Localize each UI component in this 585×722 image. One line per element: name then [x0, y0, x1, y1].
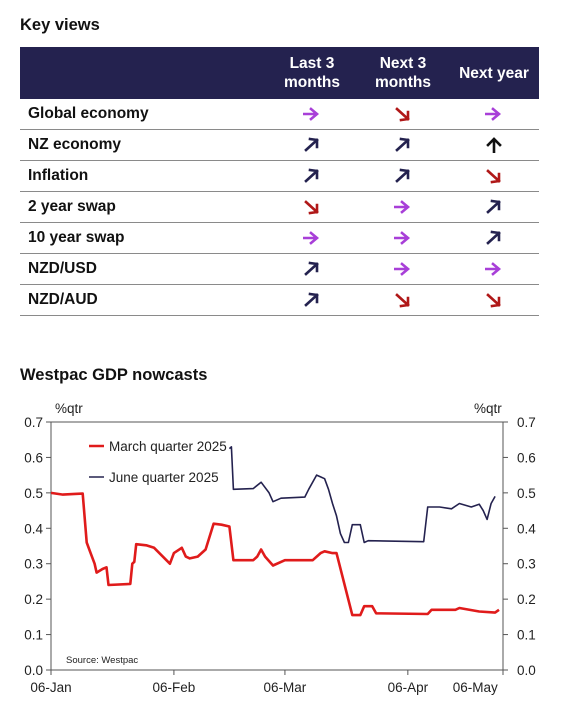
view-cell	[267, 253, 357, 285]
table-row: Global economy	[20, 99, 539, 130]
y-tick-label-right: 0.5	[517, 486, 536, 501]
table-header-blank	[20, 47, 267, 99]
table-row: NZ economy	[20, 129, 539, 161]
view-cell	[449, 284, 539, 316]
view-cell	[267, 129, 357, 161]
arrow-right-icon	[394, 260, 412, 277]
arrow-down-right-icon	[485, 291, 503, 308]
arrow-right-icon	[485, 260, 503, 277]
x-tick-label: 06-Mar	[264, 680, 307, 695]
row-label: NZD/AUD	[20, 284, 267, 316]
arrow-up-right-icon	[394, 136, 412, 153]
y-tick-label-left: 0.5	[24, 486, 43, 501]
view-cell	[357, 99, 449, 130]
view-cell	[267, 99, 357, 130]
arrow-up-right-icon	[303, 291, 321, 308]
y-axis-left-unit: %qtr	[55, 401, 83, 416]
y-tick-label-right: 0.6	[517, 450, 536, 465]
y-axis-right-unit: %qtr	[474, 401, 502, 416]
arrow-down-right-icon	[394, 105, 412, 122]
key-views-table: Last 3 months Next 3 months Next year Gl…	[20, 47, 539, 316]
table-row: NZD/USD	[20, 253, 539, 285]
arrow-up-icon	[485, 136, 503, 153]
x-tick-label: 06-May	[453, 680, 498, 695]
arrow-right-icon	[303, 229, 321, 246]
chart-source: Source: Westpac	[66, 655, 138, 666]
y-tick-label-right: 0.4	[517, 521, 536, 536]
x-tick-label: 06-Apr	[388, 680, 429, 695]
y-tick-label-left: 0.2	[24, 592, 43, 607]
table-row: Inflation	[20, 160, 539, 192]
view-cell	[449, 129, 539, 161]
view-cell	[267, 191, 357, 223]
column-header: Last 3 months	[267, 47, 357, 99]
arrow-right-icon	[394, 198, 412, 215]
legend-label-march: March quarter 2025	[109, 439, 227, 454]
plot-frame	[50, 421, 504, 671]
series-lines	[50, 445, 500, 617]
row-label: NZD/USD	[20, 253, 267, 285]
y-tick-label-left: 0.0	[24, 663, 43, 678]
y-tick-label-left: 0.7	[24, 415, 43, 430]
column-header: Next year	[449, 47, 539, 99]
table-row: 2 year swap	[20, 191, 539, 223]
y-tick-label-left: 0.6	[24, 450, 43, 465]
x-tick-label: 06-Jan	[30, 680, 71, 695]
series-line-march-quarter	[50, 491, 500, 617]
y-tick-label-right: 0.7	[517, 415, 536, 430]
arrow-right-icon	[303, 105, 321, 122]
view-cell	[357, 160, 449, 192]
row-label: 10 year swap	[20, 222, 267, 254]
view-cell	[267, 284, 357, 316]
y-tick-label-left: 0.3	[24, 557, 43, 572]
y-tick-label-left: 0.1	[24, 628, 43, 643]
view-cell	[449, 160, 539, 192]
column-header: Next 3 months	[357, 47, 449, 99]
table-row: NZD/AUD	[20, 284, 539, 316]
table-row: 10 year swap	[20, 222, 539, 254]
view-cell	[267, 222, 357, 254]
arrow-up-right-icon	[394, 167, 412, 184]
row-label: NZ economy	[20, 129, 267, 161]
arrow-up-right-icon	[303, 260, 321, 277]
row-label: Inflation	[20, 160, 267, 192]
arrow-right-icon	[394, 229, 412, 246]
view-cell	[357, 129, 449, 161]
legend-label-june: June quarter 2025	[109, 470, 219, 485]
view-cell	[357, 253, 449, 285]
y-tick-label-right: 0.3	[517, 557, 536, 572]
y-axis-left: 0.0 0.1 0.2 0.3 0.4 0.5 0.6 0.7	[24, 415, 51, 678]
row-label: Global economy	[20, 99, 267, 130]
arrow-up-right-icon	[485, 198, 503, 215]
key-views-title: Key views	[20, 16, 100, 34]
y-tick-label-right: 0.1	[517, 628, 536, 643]
x-tick-label: 06-Feb	[153, 680, 196, 695]
y-tick-label-left: 0.4	[24, 521, 43, 536]
view-cell	[449, 191, 539, 223]
y-tick-label-right: 0.0	[517, 663, 536, 678]
row-label: 2 year swap	[20, 191, 267, 223]
arrow-up-right-icon	[303, 136, 321, 153]
arrow-down-right-icon	[485, 167, 503, 184]
arrow-down-right-icon	[303, 198, 321, 215]
view-cell	[449, 99, 539, 130]
arrow-right-icon	[485, 105, 503, 122]
view-cell	[267, 160, 357, 192]
series-line-june-quarter	[228, 445, 496, 544]
arrow-up-right-icon	[303, 167, 321, 184]
chart-title: Westpac GDP nowcasts	[20, 366, 208, 384]
table-header-row: Last 3 months Next 3 months Next year	[20, 47, 539, 99]
view-cell	[449, 253, 539, 285]
x-axis: 06-Jan 06-Feb 06-Mar 06-Apr 06-May	[30, 670, 504, 695]
arrow-down-right-icon	[394, 291, 412, 308]
arrow-up-right-icon	[485, 229, 503, 246]
view-cell	[449, 222, 539, 254]
y-tick-label-right: 0.2	[517, 592, 536, 607]
view-cell	[357, 191, 449, 223]
y-axis-right: 0.0 0.1 0.2 0.3 0.4 0.5 0.6 0.7	[503, 415, 536, 678]
gdp-nowcast-chart: 0.0 0.1 0.2 0.3 0.4 0.5 0.6 0.7 0.0 0.1 0.2 0.3 0.4…	[24, 401, 536, 695]
view-cell	[357, 222, 449, 254]
view-cell	[357, 284, 449, 316]
